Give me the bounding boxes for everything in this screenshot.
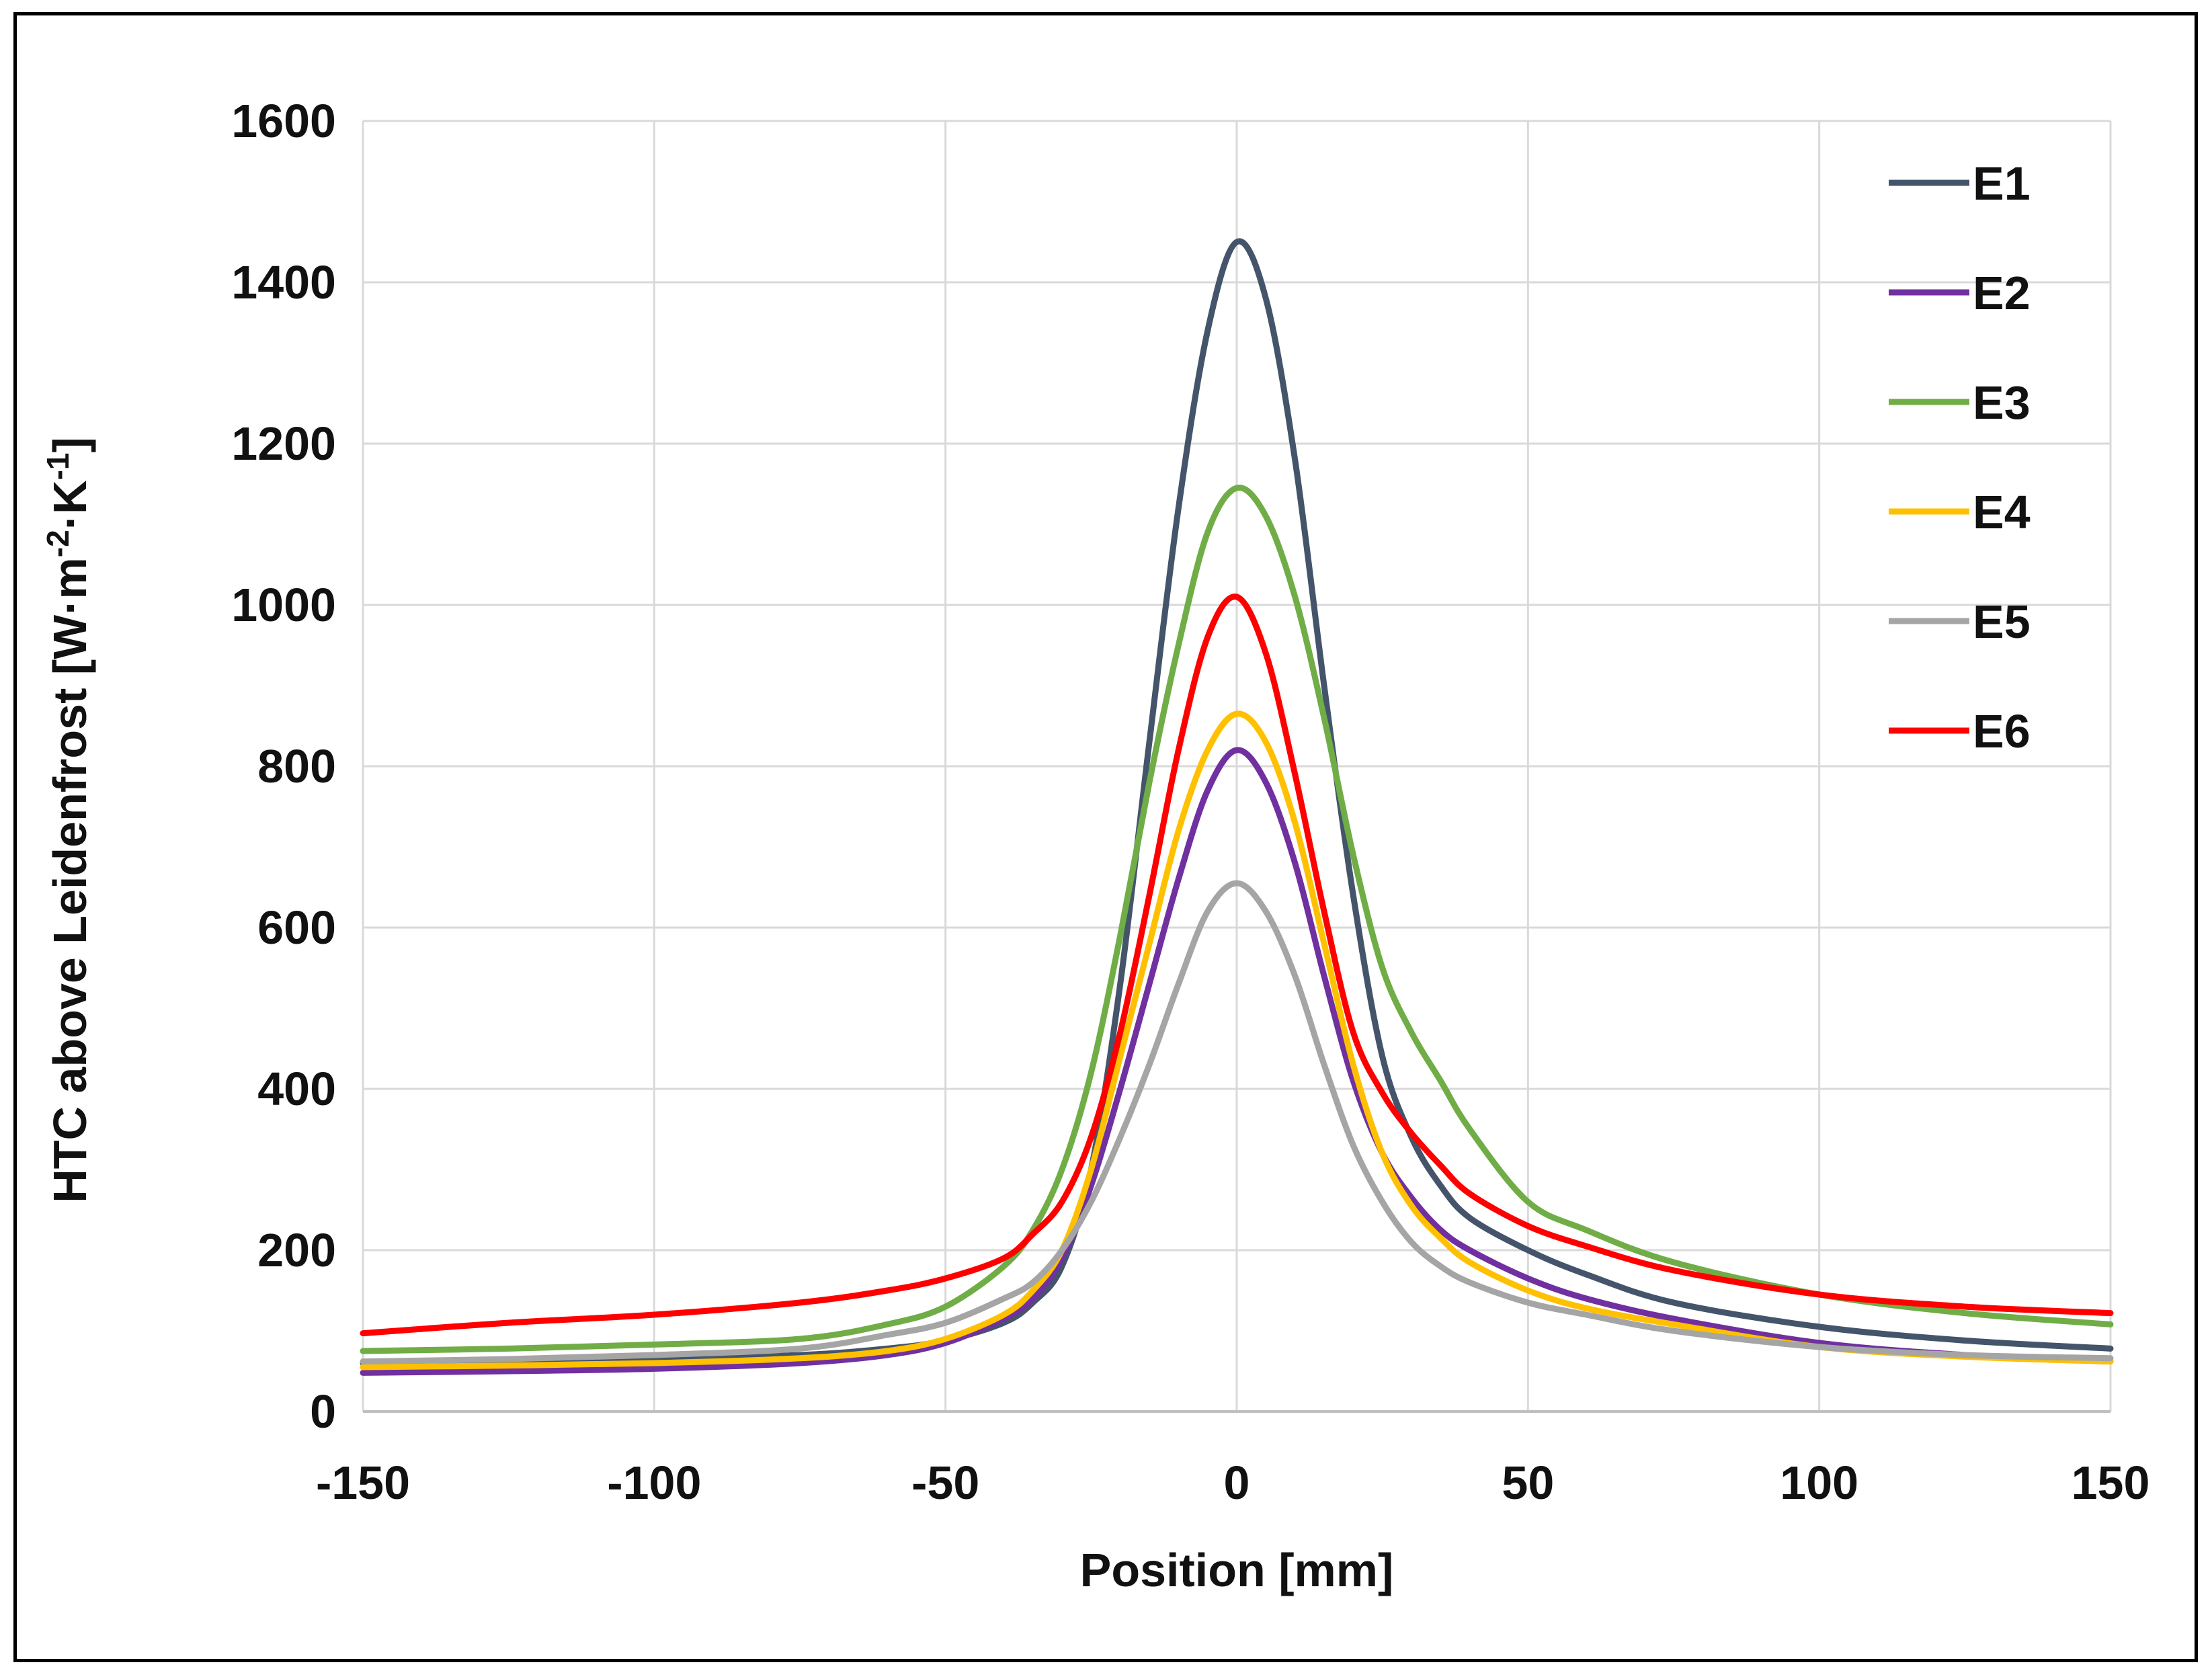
x-tick-label: -50 (911, 1457, 979, 1509)
y-axis-title-exp1: -2 (40, 530, 75, 557)
legend: E1 E2 E3 E4 E5 E6 (1889, 157, 2031, 758)
x-tick-label: -150 (316, 1457, 410, 1509)
y-tick-label: 800 (257, 740, 336, 792)
x-tick-label: -100 (607, 1457, 701, 1509)
legend-label-e1: E1 (1973, 157, 2031, 210)
series-layer (360, 238, 2114, 1376)
y-axis-title-mid: ·K (44, 480, 96, 530)
series-line-e3 (360, 485, 2114, 1354)
y-tick-label: 1000 (231, 579, 336, 631)
x-axis-title: Position [mm] (1080, 1544, 1394, 1596)
y-tick-label: 400 (257, 1063, 336, 1115)
y-axis-title: HTC above Leidenfrost [W·m-2·K-1] (40, 437, 96, 1203)
y-tick-label: 600 (257, 901, 336, 954)
x-tick-label: 150 (2072, 1457, 2150, 1509)
series-line-e4 (360, 710, 2114, 1371)
grid-layer (362, 120, 2112, 1413)
y-tick-label: 1600 (231, 95, 336, 147)
y-axis-title-base: HTC above Leidenfrost [W·m (44, 557, 96, 1203)
y-tick-label: 200 (257, 1224, 336, 1276)
legend-label-e4: E4 (1973, 486, 2031, 538)
legend-label-e2: E2 (1973, 267, 2031, 319)
x-tick-label: 50 (1502, 1457, 1554, 1509)
y-axis-title-end: ] (44, 437, 96, 452)
y-tick-label: 0 (310, 1385, 336, 1438)
chart-frame (13, 12, 2198, 1662)
x-tick-label: 100 (1780, 1457, 1858, 1509)
y-tick-label: 1400 (231, 256, 336, 309)
x-tick-label: 0 (1224, 1457, 1250, 1509)
y-tick-label: 1200 (231, 417, 336, 470)
series-line-e5 (360, 880, 2114, 1365)
legend-label-e5: E5 (1973, 596, 2031, 648)
y-axis-title-exp2: -1 (40, 453, 75, 481)
legend-label-e3: E3 (1973, 376, 2031, 429)
series-line-e6 (360, 594, 2114, 1337)
legend-label-e6: E6 (1973, 705, 2031, 758)
series-line-e2 (360, 747, 2114, 1376)
